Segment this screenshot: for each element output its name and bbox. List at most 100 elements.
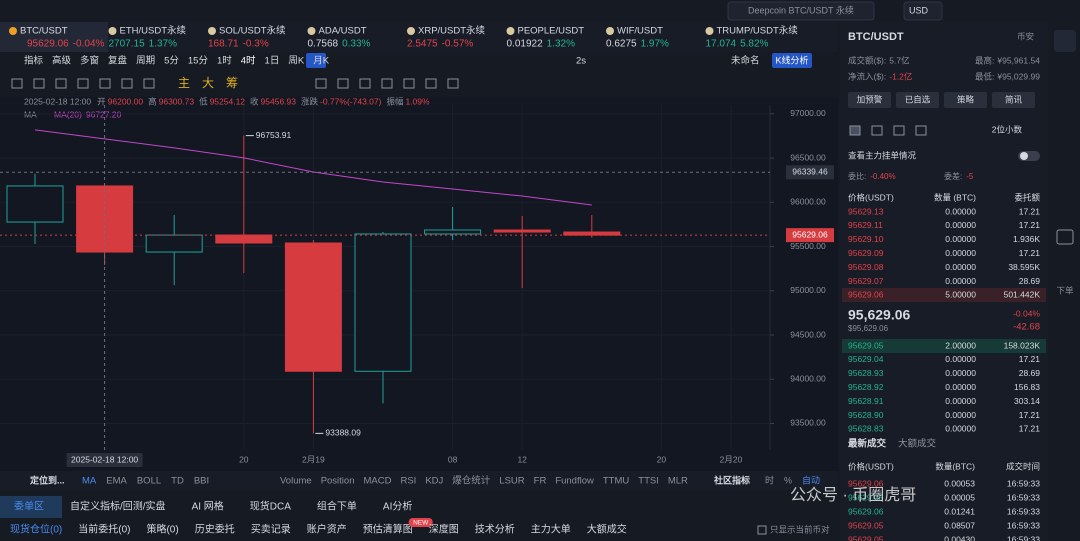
trade-tab[interactable]: 最新成交 xyxy=(848,438,887,450)
sub-indicator[interactable]: MLR xyxy=(668,476,688,487)
tool-icon[interactable] xyxy=(99,78,111,89)
bottom-tab[interactable]: 自定义指标/回测/实盘 xyxy=(70,500,166,513)
main-indicator[interactable]: BBI xyxy=(194,476,209,487)
sub-indicator[interactable]: Position xyxy=(321,476,355,487)
main-indicator[interactable]: TD xyxy=(171,476,184,487)
sub-indicator[interactable]: LSUR xyxy=(499,476,524,487)
toolbar-item[interactable]: 周期 xyxy=(136,56,155,67)
main-indicator[interactable]: EMA xyxy=(106,476,127,487)
bottom-tab[interactable]: AI分析 xyxy=(383,500,412,513)
book-view-icon[interactable] xyxy=(871,125,883,136)
toolbar-item[interactable]: 高级 xyxy=(52,55,72,67)
sub-indicator[interactable]: KDJ xyxy=(425,476,443,487)
tool-icon[interactable] xyxy=(425,78,437,89)
toolbar-item[interactable]: 5分 xyxy=(164,56,179,67)
panel-button-label[interactable]: 已自选 xyxy=(905,94,931,104)
panel-button-label[interactable]: 加预警 xyxy=(857,94,883,104)
currency[interactable]: USD xyxy=(909,5,929,15)
tool-icon[interactable] xyxy=(55,78,67,89)
order-tab[interactable]: 主力大单 xyxy=(531,523,571,536)
sub-indicator[interactable]: TTSI xyxy=(638,476,659,487)
toolbar-item[interactable]: 复盘 xyxy=(108,55,128,67)
main-indicator[interactable]: BOLL xyxy=(137,476,161,487)
order-tab[interactable]: 现货仓位(0) xyxy=(10,523,62,536)
bottom-tab[interactable]: 现货DCA xyxy=(250,500,291,513)
main-indicator[interactable]: MA xyxy=(82,476,97,487)
sub-indicator[interactable]: Volume xyxy=(280,476,312,487)
trade-tab[interactable]: 大额成交 xyxy=(898,438,937,450)
scale-option[interactable]: 时 xyxy=(765,474,774,485)
checkbox[interactable] xyxy=(757,525,767,535)
tool-icon[interactable] xyxy=(143,78,155,89)
ticker-name[interactable]: SOL/USDT永续 xyxy=(219,25,286,37)
ticker-name[interactable]: ETH/USDT永续 xyxy=(120,25,187,37)
ticker-name[interactable]: TRUMP/USDT永续 xyxy=(717,25,799,37)
ticker-name[interactable]: PEOPLE/USDT xyxy=(518,26,585,37)
community[interactable]: 社区指标 xyxy=(713,474,750,485)
bottom-tab[interactable]: 委单区 xyxy=(14,500,44,513)
ticker-name[interactable]: WIF/USDT xyxy=(617,26,663,37)
toolbar-item[interactable]: 多窗 xyxy=(80,55,99,67)
panel-button[interactable] xyxy=(944,92,987,108)
tool-icon[interactable] xyxy=(121,78,133,89)
toolbar-item[interactable]: 15分 xyxy=(188,56,209,67)
order-tab[interactable]: 历史委托 xyxy=(195,523,235,536)
tool[interactable]: 大 xyxy=(202,76,214,90)
panel-button[interactable] xyxy=(992,92,1035,108)
order-tab[interactable]: 大额成交 xyxy=(587,523,627,536)
refresh-rate[interactable]: 2s xyxy=(576,56,586,67)
order-tab[interactable]: 深度图 xyxy=(429,523,459,536)
tool[interactable]: 主 xyxy=(178,76,190,90)
tool[interactable]: 筹 xyxy=(226,76,238,90)
order-tab[interactable]: 买卖记录 xyxy=(251,524,291,536)
analysis-button[interactable] xyxy=(772,53,812,68)
ticker-name[interactable]: XRP/USDT永续 xyxy=(418,25,486,37)
book-view-icon[interactable] xyxy=(915,125,927,136)
tool-icon[interactable] xyxy=(381,78,393,89)
sidebar-icon[interactable] xyxy=(1056,229,1074,245)
sub-indicator[interactable]: 爆仓统计 xyxy=(452,475,491,487)
tool-icon[interactable] xyxy=(337,78,349,89)
tool-icon[interactable] xyxy=(359,78,371,89)
sidebar-icon[interactable] xyxy=(1054,30,1076,52)
sub-indicator[interactable]: RSI xyxy=(400,476,416,487)
toolbar-item[interactable]: 月K xyxy=(313,56,330,67)
tool-icon[interactable] xyxy=(77,78,89,89)
toolbar-item[interactable]: 1日 xyxy=(265,56,280,67)
scale-option[interactable]: 自动 xyxy=(802,474,820,485)
active-period[interactable] xyxy=(306,53,326,68)
order-tab[interactable]: 策略(0) xyxy=(146,523,178,536)
layout-name[interactable]: 未命名 xyxy=(731,55,760,67)
sub-indicator[interactable]: Fundflow xyxy=(555,476,594,487)
tool-icon[interactable] xyxy=(33,78,45,89)
toolbar-item[interactable]: 1时 xyxy=(217,55,232,67)
panel-button[interactable] xyxy=(848,92,891,108)
order-tab[interactable]: 账户资产 xyxy=(307,523,347,536)
search-input[interactable]: Deepcoin BTC/USDT 永续 xyxy=(748,4,854,15)
tool-icon[interactable] xyxy=(403,78,415,89)
bottom-tab[interactable]: AI 网格 xyxy=(192,500,224,513)
tool-icon[interactable] xyxy=(315,78,327,89)
filter-label[interactable]: 只显示当前币对 xyxy=(770,524,830,534)
toolbar-item[interactable]: 4时 xyxy=(241,55,256,67)
analysis[interactable]: K线分析 xyxy=(775,54,808,65)
order-tab[interactable]: 预估清算图 xyxy=(363,523,413,536)
sidebar-order[interactable]: 下单 xyxy=(1056,285,1074,295)
toolbar-item[interactable]: 指标 xyxy=(24,55,44,67)
locate[interactable]: 定位到... xyxy=(29,474,65,485)
order-tab[interactable]: 当前委托(0) xyxy=(78,523,130,536)
order-tab[interactable]: 技术分析 xyxy=(475,523,515,536)
sub-indicator[interactable]: TTMU xyxy=(603,476,630,487)
currency-select[interactable] xyxy=(903,1,943,21)
search-box[interactable] xyxy=(727,1,875,21)
scale-option[interactable]: % xyxy=(784,475,792,485)
toolbar-item[interactable]: 周K xyxy=(288,56,305,67)
book-view-icon[interactable] xyxy=(849,125,861,136)
panel-button-label[interactable]: 简讯 xyxy=(1005,94,1023,104)
book-view-icon[interactable] xyxy=(893,125,905,136)
sub-indicator[interactable]: FR xyxy=(534,476,547,487)
tool-icon[interactable] xyxy=(11,78,23,89)
tool-icon[interactable] xyxy=(447,78,459,89)
panel-button-label[interactable]: 策略 xyxy=(957,94,975,104)
bottom-tab[interactable]: 组合下单 xyxy=(317,500,357,513)
